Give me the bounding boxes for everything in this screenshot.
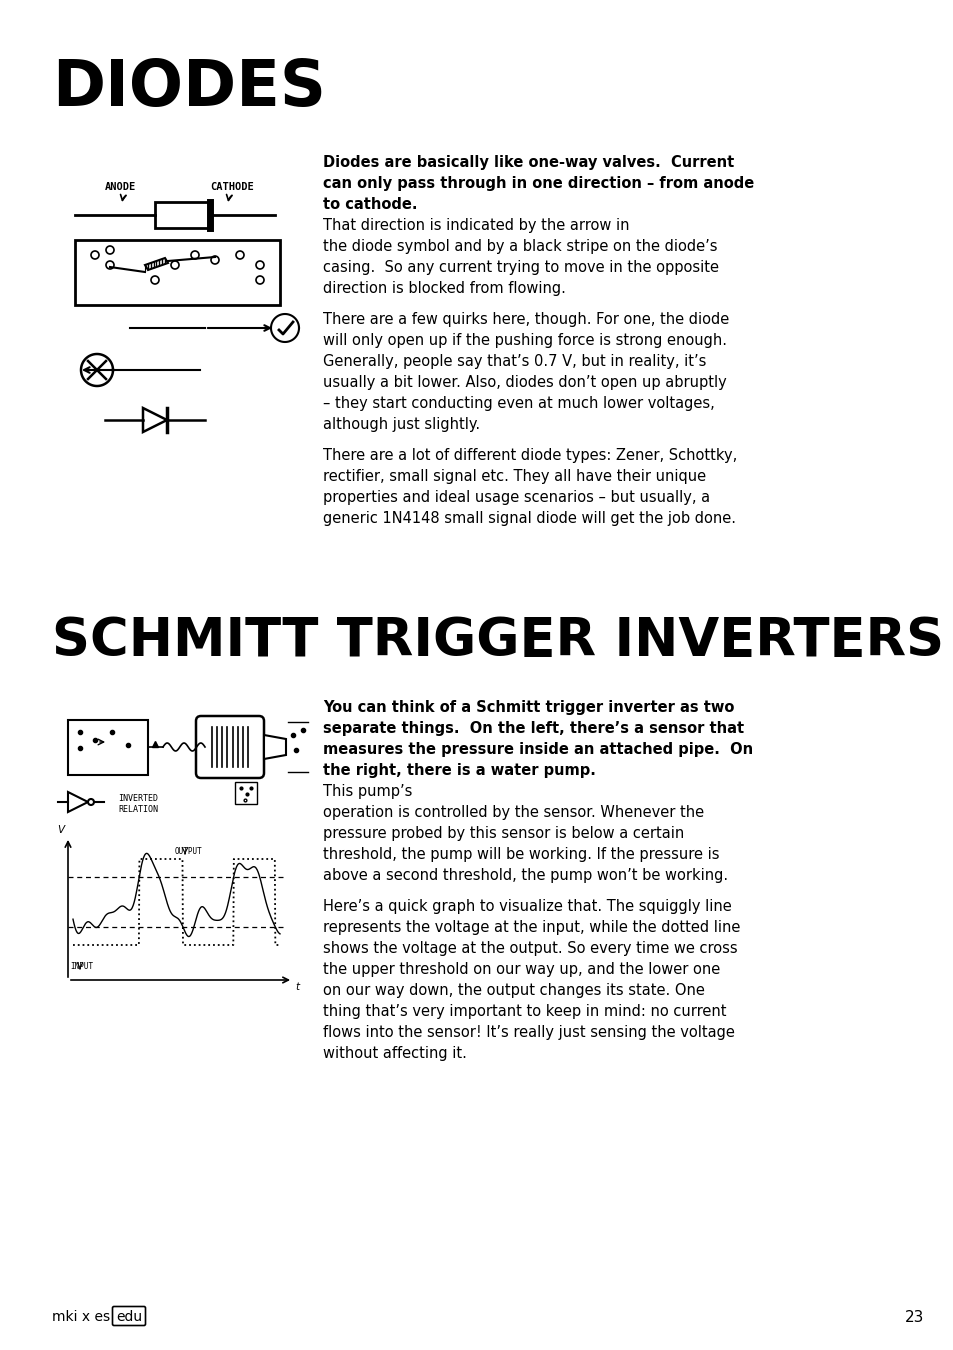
Bar — [68, 720, 148, 775]
Text: That direction is indicated by the arrow in: That direction is indicated by the arrow… — [323, 217, 629, 234]
Polygon shape — [145, 258, 168, 270]
Text: There are a few quirks here, though. For one, the diode: There are a few quirks here, though. For… — [323, 312, 728, 327]
Text: will only open up if the pushing force is strong enough.: will only open up if the pushing force i… — [323, 333, 726, 348]
Text: the diode symbol and by a black stripe on the diode’s: the diode symbol and by a black stripe o… — [323, 239, 717, 254]
Bar — [154, 202, 210, 228]
Text: shows the voltage at the output. So every time we cross: shows the voltage at the output. So ever… — [323, 941, 737, 956]
Circle shape — [88, 799, 94, 805]
Text: to cathode.: to cathode. — [323, 197, 417, 212]
Text: You can think of a Schmitt trigger inverter as two: You can think of a Schmitt trigger inver… — [323, 701, 734, 716]
Text: operation is controlled by the sensor. Whenever the: operation is controlled by the sensor. W… — [323, 805, 703, 819]
Polygon shape — [264, 734, 286, 759]
Circle shape — [191, 251, 199, 259]
Circle shape — [106, 261, 113, 269]
Text: Here’s a quick graph to visualize that. The squiggly line: Here’s a quick graph to visualize that. … — [323, 899, 731, 914]
Text: on our way down, the output changes its state. One: on our way down, the output changes its … — [323, 983, 704, 998]
Text: above a second threshold, the pump won’t be working.: above a second threshold, the pump won’t… — [323, 868, 727, 883]
Text: – they start conducting even at much lower voltages,: – they start conducting even at much low… — [323, 396, 714, 410]
Bar — [234, 782, 256, 805]
Circle shape — [211, 256, 219, 265]
Text: INVERTED: INVERTED — [118, 794, 158, 803]
Text: without affecting it.: without affecting it. — [323, 1046, 466, 1061]
Text: Diodes are basically like one-way valves.  Current: Diodes are basically like one-way valves… — [323, 155, 734, 170]
Text: SCHMITT TRIGGER INVERTERS: SCHMITT TRIGGER INVERTERS — [52, 616, 943, 667]
Text: casing.  So any current trying to move in the opposite: casing. So any current trying to move in… — [323, 261, 719, 275]
Text: 23: 23 — [904, 1310, 923, 1324]
Circle shape — [171, 261, 179, 269]
Text: properties and ideal usage scenarios – but usually, a: properties and ideal usage scenarios – b… — [323, 490, 709, 505]
Text: separate things.  On the left, there’s a sensor that: separate things. On the left, there’s a … — [323, 721, 743, 736]
Circle shape — [151, 275, 159, 284]
Text: direction is blocked from flowing.: direction is blocked from flowing. — [323, 281, 565, 296]
Text: Generally, people say that’s 0.7 V, but in reality, it’s: Generally, people say that’s 0.7 V, but … — [323, 354, 705, 369]
Text: the upper threshold on our way up, and the lower one: the upper threshold on our way up, and t… — [323, 963, 720, 977]
Text: measures the pressure inside an attached pipe.  On: measures the pressure inside an attached… — [323, 743, 752, 757]
Text: V: V — [57, 825, 64, 836]
Text: ANODE: ANODE — [105, 182, 136, 192]
Text: mki x es: mki x es — [52, 1310, 110, 1324]
Circle shape — [235, 251, 244, 259]
Text: the right, there is a water pump.: the right, there is a water pump. — [323, 763, 596, 778]
Text: INPUT: INPUT — [70, 963, 93, 971]
Text: can only pass through in one direction – from anode: can only pass through in one direction –… — [323, 176, 754, 190]
Text: although just slightly.: although just slightly. — [323, 417, 479, 432]
Text: thing that’s very important to keep in mind: no current: thing that’s very important to keep in m… — [323, 1004, 726, 1019]
FancyBboxPatch shape — [195, 716, 264, 778]
Text: OUTPUT: OUTPUT — [174, 846, 203, 856]
FancyBboxPatch shape — [75, 240, 280, 305]
Text: CATHODE: CATHODE — [210, 182, 253, 192]
Text: threshold, the pump will be working. If the pressure is: threshold, the pump will be working. If … — [323, 846, 719, 863]
Text: DIODES: DIODES — [52, 57, 326, 119]
Text: RELATION: RELATION — [118, 805, 158, 814]
Text: pressure probed by this sensor is below a certain: pressure probed by this sensor is below … — [323, 826, 683, 841]
Text: generic 1N4148 small signal diode will get the job done.: generic 1N4148 small signal diode will g… — [323, 512, 735, 526]
Text: represents the voltage at the input, while the dotted line: represents the voltage at the input, whi… — [323, 919, 740, 936]
Circle shape — [255, 261, 264, 269]
Text: This pump’s: This pump’s — [323, 784, 412, 799]
Text: t: t — [294, 981, 299, 992]
Circle shape — [106, 246, 113, 254]
Text: There are a lot of different diode types: Zener, Schottky,: There are a lot of different diode types… — [323, 448, 737, 463]
Text: rectifier, small signal etc. They all have their unique: rectifier, small signal etc. They all ha… — [323, 468, 705, 485]
Circle shape — [255, 275, 264, 284]
Text: edu: edu — [116, 1310, 142, 1324]
Text: flows into the sensor! It’s really just sensing the voltage: flows into the sensor! It’s really just … — [323, 1025, 734, 1040]
Text: usually a bit lower. Also, diodes don’t open up abruptly: usually a bit lower. Also, diodes don’t … — [323, 375, 726, 390]
Circle shape — [91, 251, 99, 259]
